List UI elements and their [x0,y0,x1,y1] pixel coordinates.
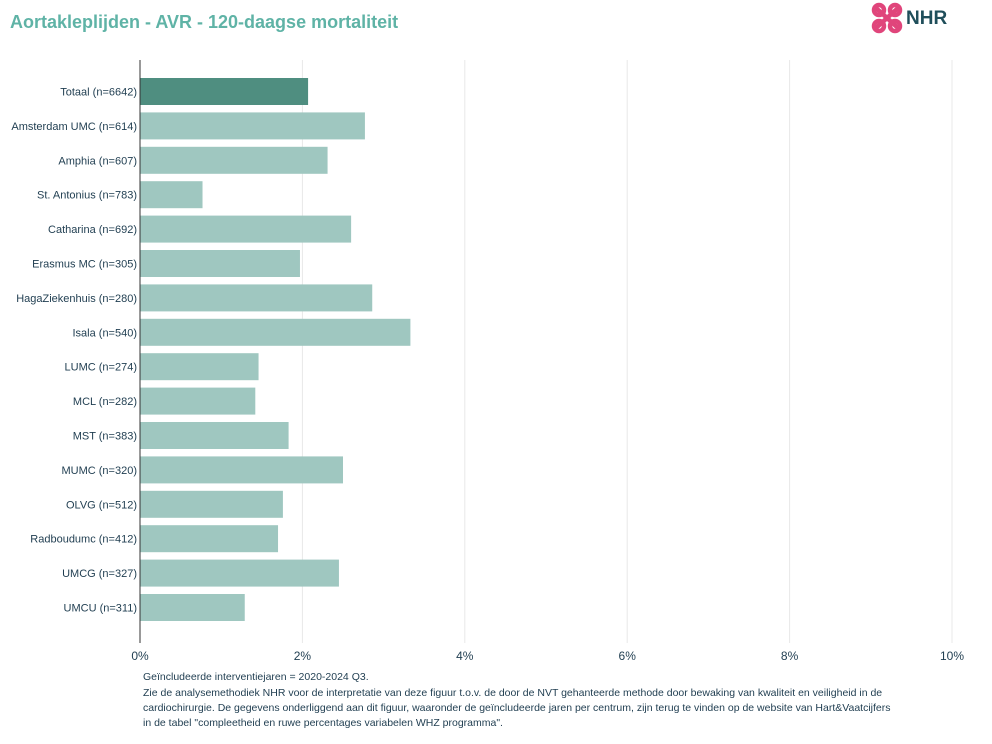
y-tick-label: LUMC (n=274) [65,362,137,374]
y-tick-label: MST (n=383) [73,431,137,443]
bar[interactable] [140,318,411,346]
y-tick-label: HagaZiekenhuis (n=280) [16,293,137,305]
bar[interactable] [140,387,256,415]
bar[interactable] [140,112,365,140]
y-tick-label: OLVG (n=512) [66,499,137,511]
footnote-line: cardiochirurgie. De gegevens onderliggen… [143,702,891,714]
bar[interactable] [140,594,245,621]
y-tick-label: St. Antonius (n=783) [37,190,137,202]
y-tick-label: Catharina (n=692) [48,224,137,236]
y-tick-label: UMCG (n=327) [62,568,137,580]
y-tick-label: Erasmus MC (n=305) [32,259,137,271]
y-tick-label: Isala (n=540) [72,327,137,339]
x-tick-label: 6% [619,649,637,663]
y-tick-label: Amsterdam UMC (n=614) [11,121,137,133]
footnote-line: Zie de analysemethodiek NHR voor de inte… [143,687,883,699]
x-tick-label: 2% [294,649,312,663]
bar[interactable] [140,525,279,553]
y-tick-label: MCL (n=282) [73,396,137,408]
x-tick-label: 0% [131,649,149,663]
y-tick-label: UMCU (n=311) [64,603,137,615]
bar[interactable] [140,422,289,449]
footnote: Geïncludeerde interventiejaren = 2020-20… [143,670,943,731]
x-tick-label: 4% [456,649,474,663]
y-tick-label: Totaal (n=6642) [60,87,137,99]
y-tick-label: Radboudumc (n=412) [30,534,137,546]
bar[interactable] [140,456,343,484]
bar-chart: 0% 2% 4% 6% 8% 10% Totaal (n=6642) Amsterdam UM… [11,60,964,663]
bar[interactable] [140,353,259,381]
bar[interactable] [140,490,283,518]
x-tick-label: 8% [781,649,799,663]
bar[interactable] [140,284,373,312]
chart-title: Aortakleplijden - AVR - 120-daagse morta… [10,12,399,32]
bar[interactable] [140,181,203,209]
bar[interactable] [140,559,339,587]
y-tick-label: MUMC (n=320) [62,465,138,477]
footnote-line: in de tabel "compleetheid en ruwe percen… [143,717,503,729]
footnote-line: Geïncludeerde interventiejaren = 2020-20… [143,671,369,683]
x-tick-label: 10% [940,649,964,663]
bar[interactable] [140,250,300,277]
nhr-logo: NHR [870,2,956,34]
y-tick-label: Amphia (n=607) [58,155,137,167]
logo-text: NHR [906,8,948,29]
bar[interactable] [140,78,309,105]
bar[interactable] [140,215,352,243]
heart-cross-icon [871,2,903,34]
bar[interactable] [140,146,328,174]
